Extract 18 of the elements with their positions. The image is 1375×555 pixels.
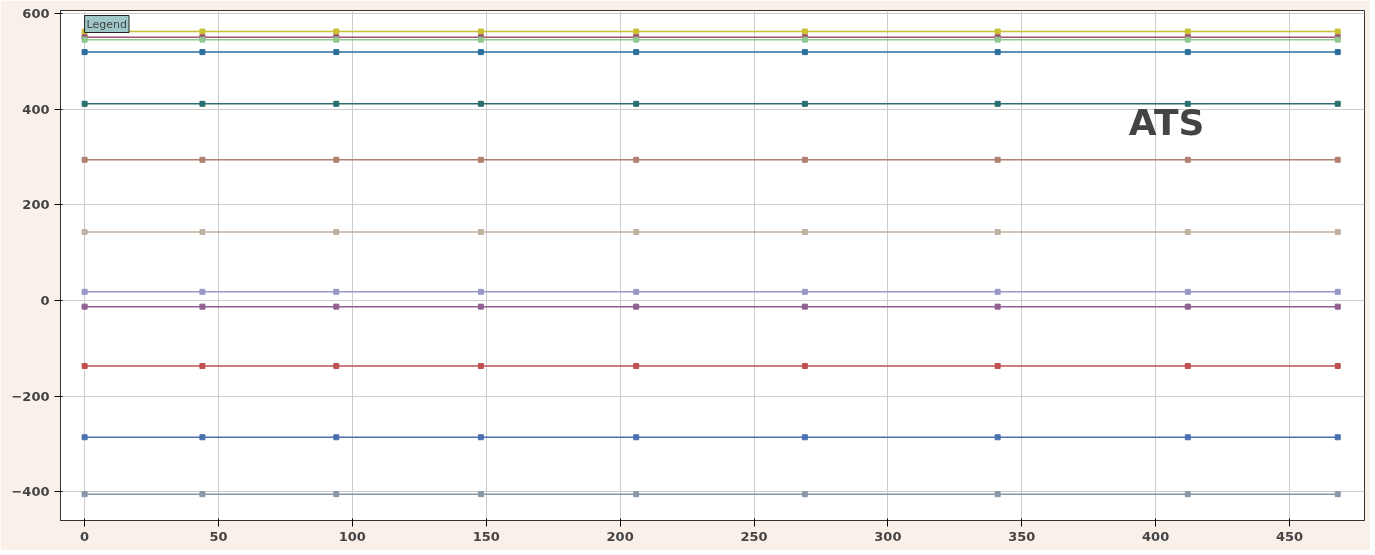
y-tick-label: −200 [11, 388, 50, 404]
y-tick-label: 600 [22, 5, 50, 21]
x-tick-label: 350 [1008, 528, 1036, 544]
y-tick-label: 400 [22, 101, 50, 117]
x-tick-label: 400 [1142, 528, 1170, 544]
x-tick-label: 450 [1275, 528, 1304, 544]
x-tick-label: 250 [740, 528, 768, 544]
y-tick-label: 0 [40, 292, 50, 308]
y-tick-label: 200 [22, 197, 50, 213]
y-tick-label: −400 [11, 484, 50, 500]
x-tick-label: 100 [338, 528, 366, 544]
annotation: Legend [86, 17, 128, 31]
x-tick-label: 50 [209, 528, 228, 544]
x-tick-label: 200 [606, 528, 634, 544]
annotation: ATS [1128, 101, 1205, 143]
x-tick-label: 0 [80, 528, 90, 544]
x-tick-label: 150 [472, 528, 500, 544]
x-tick-label: 300 [874, 528, 902, 544]
